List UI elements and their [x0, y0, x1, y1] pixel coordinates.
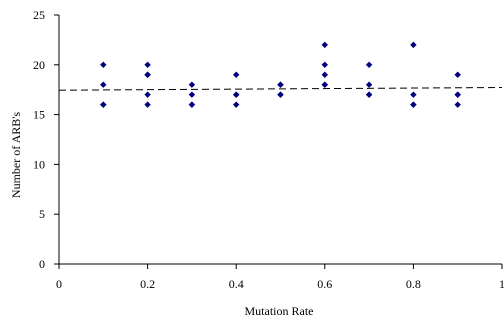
- data-point: [321, 71, 328, 78]
- data-point: [410, 101, 417, 108]
- data-point: [233, 71, 240, 78]
- y-axis-label: Number of ARB's: [9, 112, 23, 198]
- data-point: [188, 81, 196, 88]
- data-point: [188, 101, 196, 108]
- trendline: [58, 87, 503, 91]
- data-point: [144, 101, 151, 108]
- data-point: [321, 81, 328, 88]
- data-point: [277, 81, 284, 88]
- y-axis-ticks: 0 5 10 15 20 25: [33, 8, 59, 271]
- data-point: [144, 91, 151, 98]
- x-tick-label: 0.4: [229, 277, 244, 291]
- data-point: [365, 81, 373, 88]
- y-tick-label: 25: [33, 8, 45, 22]
- data-point: [365, 61, 373, 68]
- data-point: [100, 81, 107, 88]
- data-point: [365, 91, 373, 98]
- x-tick-label: 0.6: [317, 277, 332, 291]
- data-point: [100, 61, 107, 68]
- data-point: [144, 61, 151, 68]
- x-axis-label: Mutation Rate: [245, 304, 314, 318]
- x-tick-label: 0.2: [140, 277, 155, 291]
- data-points: [100, 41, 461, 108]
- data-point: [233, 91, 240, 98]
- y-tick-label: 0: [39, 257, 45, 271]
- x-axis-ticks: 0 0.2 0.4 0.6 0.8 1: [56, 264, 504, 291]
- x-tick-label: 0.8: [406, 277, 421, 291]
- data-point: [454, 91, 461, 98]
- data-point: [100, 101, 107, 108]
- y-tick-label: 15: [33, 108, 45, 122]
- data-point: [454, 71, 461, 78]
- data-point: [410, 91, 417, 98]
- data-point: [321, 61, 328, 68]
- x-tick-label: 0: [56, 277, 62, 291]
- data-point: [321, 41, 328, 49]
- y-tick-label: 5: [39, 207, 45, 221]
- data-point: [410, 41, 417, 49]
- data-point: [188, 91, 196, 98]
- data-point: [144, 71, 151, 78]
- data-point: [454, 101, 461, 108]
- y-tick-label: 10: [33, 157, 45, 171]
- x-tick-label: 1: [499, 277, 504, 291]
- y-tick-label: 20: [33, 58, 45, 72]
- data-point: [277, 91, 284, 98]
- data-point: [233, 101, 240, 108]
